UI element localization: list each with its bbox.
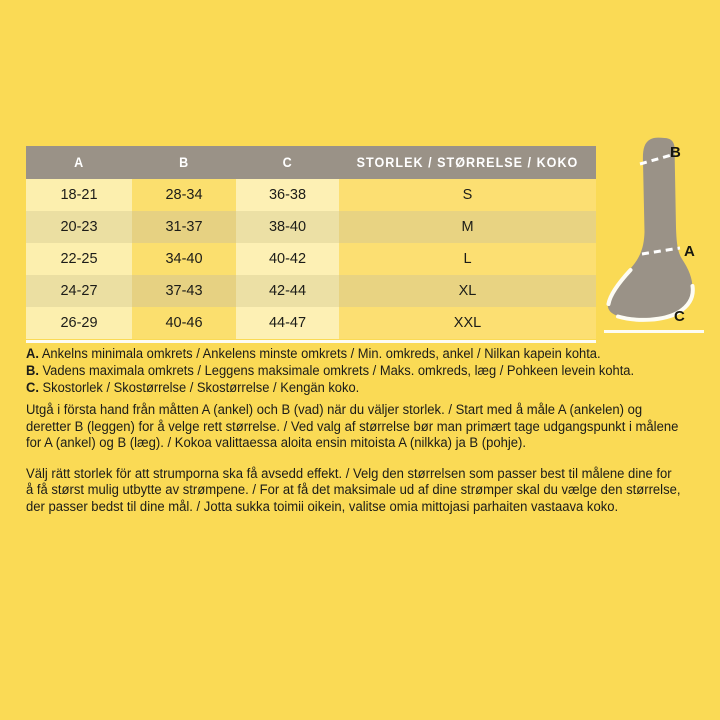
cell-size: M [339, 211, 596, 243]
sock-label-b: B [670, 144, 681, 161]
cell-ankle: 22-25 [26, 243, 132, 275]
legend-key-c: C. [26, 379, 39, 395]
cell-calf: 31-37 [132, 211, 236, 243]
cell-size: XL [339, 275, 596, 307]
cell-ankle: 20-23 [26, 211, 132, 243]
instruction-paragraphs: Utgå i första hand från måtten A (ankel)… [26, 402, 698, 530]
cell-shoe: 36-38 [236, 179, 339, 211]
cell-ankle: 26-29 [26, 307, 132, 339]
size-table-header: A B C STORLEK / STØRRELSE / KOKO [26, 146, 596, 179]
cell-shoe: 38-40 [236, 211, 339, 243]
sock-body-shape [607, 137, 693, 319]
table-header-row: A B C STORLEK / STØRRELSE / KOKO [26, 146, 596, 179]
measurement-legend: A. Ankelns minimala omkrets / Ankelens m… [26, 346, 702, 396]
legend-line-c: C. Skostorlek / Skostørrelse / Skostørre… [26, 380, 678, 397]
legend-text-b: Vadens maximala omkrets / Leggens maksim… [38, 362, 635, 378]
column-header-b: B [179, 155, 189, 170]
calf-measure-dashed-line [639, 152, 676, 166]
legend-line-a: A. Ankelns minimala omkrets / Ankelens m… [26, 346, 678, 363]
cell-shoe: 44-47 [236, 307, 339, 339]
cell-size: S [339, 179, 596, 211]
legend-text-a: Ankelns minimala omkrets / Ankelens mins… [38, 346, 601, 361]
sock-label-c: C [674, 308, 685, 325]
sock-sole-outline [606, 268, 695, 322]
table-row: 22-25 34-40 40-42 L [26, 243, 596, 275]
legend-line-b: B. Vadens maximala omkrets / Leggens mak… [26, 363, 678, 380]
cell-size: XXL [339, 307, 596, 339]
legend-key-b: B. [26, 362, 39, 378]
size-table-body: 18-21 28-34 36-38 S 20-23 31-37 38-40 M … [26, 179, 596, 339]
sock-label-a: A [684, 243, 695, 260]
cell-calf: 40-46 [132, 307, 236, 339]
cell-calf: 28-34 [132, 179, 236, 211]
cell-ankle: 24-27 [26, 275, 132, 307]
table-row: 18-21 28-34 36-38 S [26, 179, 596, 211]
size-table: A B C STORLEK / STØRRELSE / KOKO 18-21 2… [26, 146, 596, 339]
size-table-container: A B C STORLEK / STØRRELSE / KOKO 18-21 2… [26, 146, 596, 339]
instruction-paragraph-2: Välj rätt storlek för att strumporna ska… [26, 465, 681, 514]
table-row: 20-23 31-37 38-40 M [26, 211, 596, 243]
cell-calf: 37-43 [132, 275, 236, 307]
cell-shoe: 42-44 [236, 275, 339, 307]
instruction-paragraph-1: Utgå i första hand från måtten A (ankel)… [26, 402, 679, 451]
column-header-a: A [74, 155, 84, 170]
cell-ankle: 18-21 [26, 179, 132, 211]
legend-text-c: Skostorlek / Skostørrelse / Skostørrelse… [38, 379, 360, 395]
cell-shoe: 40-42 [236, 243, 339, 275]
table-row: 24-27 37-43 42-44 XL [26, 275, 596, 307]
column-header-c: C [282, 155, 293, 170]
table-row: 26-29 40-46 44-47 XXL [26, 307, 596, 339]
ground-line [604, 330, 704, 333]
column-header-size: STORLEK / STØRRELSE / KOKO [356, 155, 579, 170]
ankle-measure-dashed-line [641, 246, 681, 256]
table-bottom-divider [26, 340, 596, 343]
cell-size: L [339, 243, 596, 275]
cell-calf: 34-40 [132, 243, 236, 275]
legend-key-a: A. [26, 346, 39, 361]
sock-illustration [604, 132, 720, 340]
